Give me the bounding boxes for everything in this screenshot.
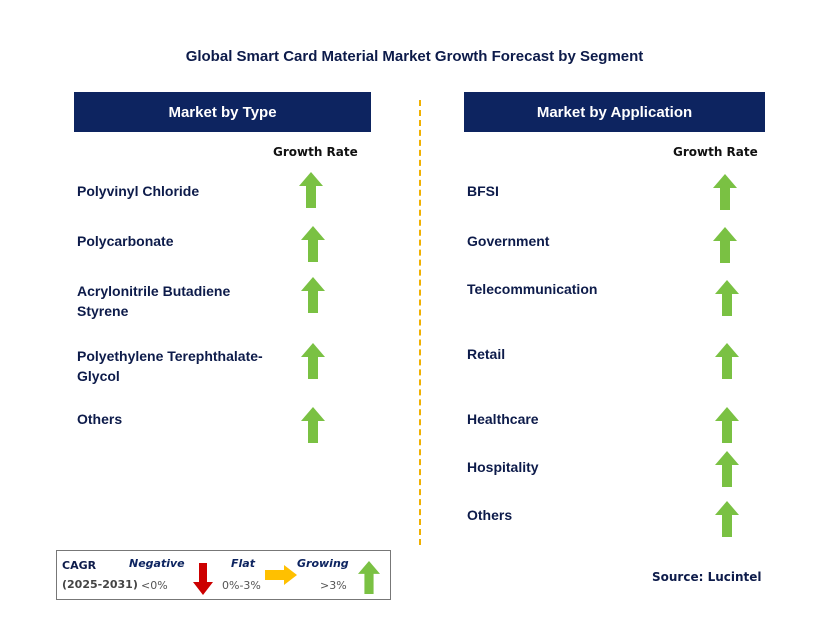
up-arrow-icon: [713, 227, 737, 263]
up-arrow-icon: [715, 451, 739, 487]
type-label-pvc: Polyvinyl Chloride: [77, 183, 200, 199]
legend-growing-label: Growing: [297, 557, 349, 570]
up-arrow-icon: [358, 561, 380, 594]
up-arrow-icon: [299, 172, 323, 208]
down-arrow-icon: [193, 563, 213, 595]
right-growth-rate-label: Growth Rate: [673, 145, 758, 159]
application-label-hospitality: Hospitality: [467, 459, 539, 475]
legend-growing-range: >3%: [320, 579, 347, 592]
up-arrow-icon: [301, 343, 325, 379]
up-arrow-icon: [715, 407, 739, 443]
legend-flat-range: 0%-3%: [222, 579, 261, 592]
up-arrow-icon: [715, 501, 739, 537]
up-arrow-icon: [713, 174, 737, 210]
application-label-others: Others: [467, 507, 513, 523]
legend-period: (2025-2031): [62, 578, 138, 591]
application-label-telecommunication: Telecommunication: [467, 281, 598, 297]
page-title: Global Smart Card Material Market Growth…: [185, 48, 644, 65]
up-arrow-icon: [715, 280, 739, 316]
type-label-abs: Acrylonitrile Butadiene Styrene: [77, 283, 231, 319]
right-arrow-icon: [265, 565, 297, 585]
legend-flat-label: Flat: [231, 557, 255, 570]
left-growth-rate-label: Growth Rate: [273, 145, 358, 159]
cagr-legend: CAGR (2025-2031) Negative <0% Flat 0%-3%…: [56, 550, 391, 600]
up-arrow-icon: [301, 277, 325, 313]
application-label-retail: Retail: [467, 346, 506, 362]
type-label-polycarbonate: Polycarbonate: [77, 233, 174, 249]
legend-negative-range: <0%: [141, 579, 168, 592]
up-arrow-icon: [715, 343, 739, 379]
application-label-bfsi: BFSI: [467, 183, 499, 199]
panel-divider: [419, 100, 421, 545]
application-label-government: Government: [467, 233, 550, 249]
up-arrow-icon: [301, 226, 325, 262]
legend-negative-label: Negative: [129, 557, 185, 570]
source-label: Source: Lucintel: [652, 570, 762, 584]
right-panel-header: Market by Application: [464, 92, 765, 132]
type-label-others: Others: [77, 411, 123, 427]
type-label-petg: Polyethylene Terephthalate-Glycol: [77, 348, 263, 384]
left-panel-header: Market by Type: [74, 92, 371, 132]
up-arrow-icon: [301, 407, 325, 443]
application-label-healthcare: Healthcare: [467, 411, 539, 427]
legend-cagr-label: CAGR: [62, 559, 97, 572]
